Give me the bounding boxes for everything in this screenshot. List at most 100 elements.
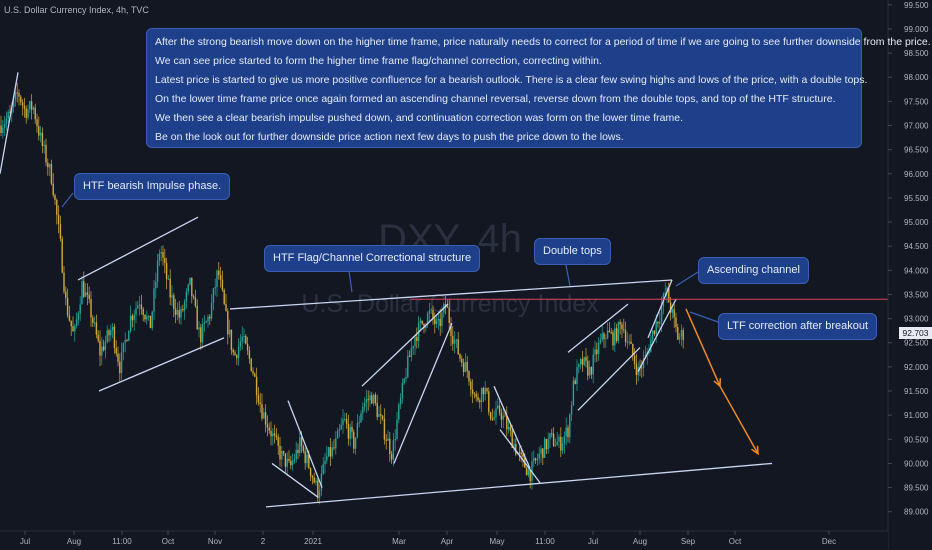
candle-body bbox=[54, 195, 56, 200]
candle-body bbox=[165, 262, 168, 280]
candle-body bbox=[81, 281, 83, 305]
candle-body bbox=[583, 357, 585, 365]
candle-body bbox=[493, 417, 495, 420]
candle-body bbox=[365, 399, 368, 403]
candle-body bbox=[7, 112, 9, 119]
trendline[interactable] bbox=[647, 279, 673, 339]
candle-body bbox=[682, 330, 684, 341]
candle-body bbox=[603, 333, 605, 339]
candle-body bbox=[340, 424, 342, 430]
candle-body bbox=[416, 337, 418, 341]
candle-body bbox=[210, 302, 213, 319]
trendline[interactable] bbox=[77, 216, 199, 281]
candle-body bbox=[389, 438, 391, 454]
time-axis[interactable]: Jul Aug 11:00 Oct Nov 2 2021 Mar Apr May 11:00 Jul A… bbox=[20, 531, 836, 546]
y-tick-label: 90.500 bbox=[904, 435, 929, 444]
trendline[interactable] bbox=[98, 337, 225, 392]
candle-body bbox=[45, 144, 47, 163]
candle-body bbox=[104, 341, 107, 351]
candle-body bbox=[153, 288, 155, 312]
candle-body bbox=[354, 437, 357, 449]
x-tick-label: Aug bbox=[67, 537, 81, 546]
candle-body bbox=[52, 183, 54, 196]
candle-body bbox=[20, 96, 22, 103]
candle-body bbox=[160, 252, 162, 254]
candle-body bbox=[75, 319, 78, 326]
candle-body bbox=[212, 288, 215, 303]
trendline[interactable] bbox=[0, 72, 19, 174]
x-tick-label: 2 bbox=[261, 537, 266, 546]
candle-body bbox=[9, 112, 11, 114]
candle-body bbox=[106, 330, 108, 342]
y-tick-label: 91.500 bbox=[904, 387, 929, 396]
trendline[interactable] bbox=[287, 400, 323, 488]
candle-body bbox=[374, 394, 377, 403]
candle-body bbox=[542, 448, 544, 458]
candle-body bbox=[259, 402, 261, 405]
candle-body bbox=[342, 419, 344, 425]
candle-body bbox=[410, 348, 413, 357]
candle-body bbox=[650, 339, 652, 353]
x-tick-label: Sep bbox=[681, 537, 696, 546]
candle-body bbox=[131, 315, 134, 321]
candle-body bbox=[489, 412, 492, 420]
callout-impulse: HTF bearish Impulse phase. bbox=[74, 173, 231, 200]
candle-body bbox=[585, 357, 587, 361]
trendline[interactable] bbox=[229, 279, 673, 310]
candle-body bbox=[192, 296, 195, 298]
y-tick-label: 94.500 bbox=[904, 242, 929, 251]
trendline[interactable] bbox=[271, 462, 319, 498]
candle-body bbox=[657, 321, 659, 324]
trendline[interactable] bbox=[393, 323, 453, 464]
candle-body bbox=[480, 387, 483, 403]
candle-body bbox=[515, 443, 517, 455]
candle-body bbox=[277, 437, 279, 446]
candle-body bbox=[642, 358, 645, 368]
candle-body bbox=[263, 412, 265, 419]
candle-body bbox=[158, 253, 161, 261]
candle-body bbox=[551, 433, 553, 435]
candle-body bbox=[227, 311, 229, 335]
candle-body bbox=[322, 464, 324, 474]
candle-body bbox=[383, 418, 386, 440]
candle-body bbox=[446, 306, 449, 308]
candle-body bbox=[299, 437, 301, 454]
candle-body bbox=[408, 355, 411, 357]
trendline[interactable] bbox=[493, 385, 531, 469]
candle-body bbox=[66, 297, 69, 316]
candle-body bbox=[236, 355, 238, 359]
trendline[interactable] bbox=[265, 462, 773, 508]
candle-body bbox=[254, 373, 256, 377]
projection-arrows bbox=[685, 308, 759, 456]
candle-body bbox=[34, 107, 36, 120]
candle-body bbox=[543, 438, 546, 458]
price-axis[interactable]: 89.000 89.500 90.000 90.500 91.000 91.500 92.0… bbox=[888, 1, 929, 517]
trendline[interactable] bbox=[637, 298, 677, 373]
candle-body bbox=[498, 405, 501, 413]
candle-body bbox=[500, 412, 503, 420]
candle-body bbox=[466, 361, 468, 372]
candle-body bbox=[533, 458, 535, 462]
candle-body bbox=[633, 355, 636, 364]
candle-body bbox=[518, 452, 521, 454]
trendline[interactable] bbox=[499, 429, 541, 484]
candle-body bbox=[335, 438, 337, 449]
candle-body bbox=[196, 305, 198, 330]
candle-body bbox=[432, 309, 434, 319]
candle-body bbox=[315, 480, 317, 483]
candle-body bbox=[403, 378, 405, 384]
candle-body bbox=[180, 308, 182, 318]
candle-body bbox=[668, 287, 670, 303]
trendline[interactable] bbox=[567, 303, 629, 353]
callout-ltf-correction: LTF correction after breakout bbox=[718, 313, 878, 340]
candle-body bbox=[183, 301, 186, 311]
candle-body bbox=[619, 322, 621, 325]
candle-body bbox=[155, 281, 157, 289]
candle-body bbox=[70, 320, 72, 327]
trendline[interactable] bbox=[577, 347, 641, 411]
trendline[interactable] bbox=[361, 303, 449, 387]
candle-body bbox=[126, 340, 128, 342]
candle-body bbox=[520, 452, 522, 455]
candle-body bbox=[351, 426, 353, 432]
candle-body bbox=[680, 330, 683, 337]
